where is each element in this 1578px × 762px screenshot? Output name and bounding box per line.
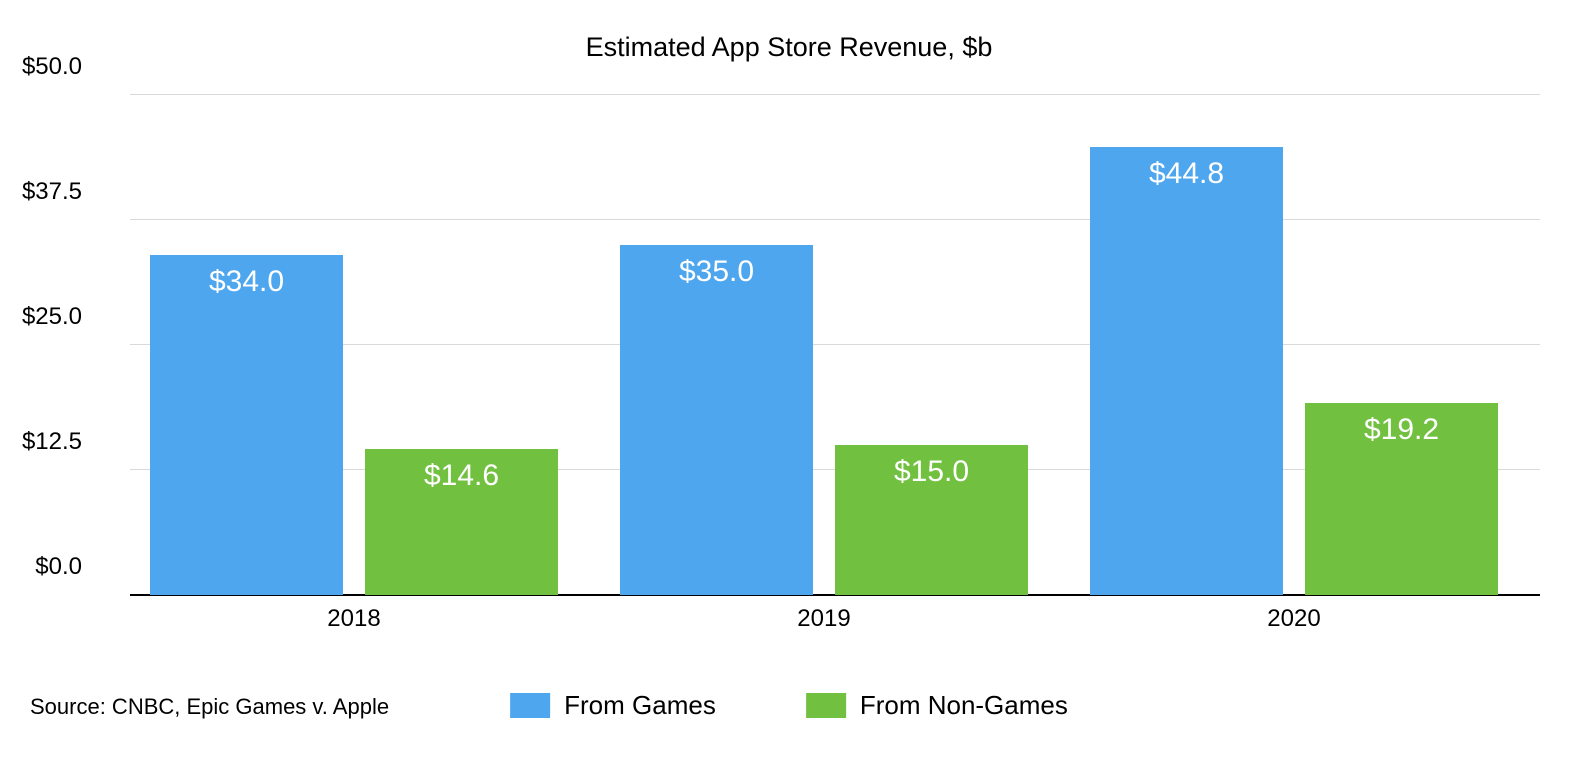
bar-value-label: $35.0 (620, 255, 813, 289)
x-tick-label: 2019 (797, 605, 850, 633)
y-tick-label: $37.5 (0, 178, 82, 206)
legend-item-nongames: From Non-Games (806, 690, 1068, 721)
legend-swatch (806, 693, 846, 718)
chart-title: Estimated App Store Revenue, $b (0, 32, 1578, 63)
plot-area: $0.0 $12.5 $25.0 $37.5 $50.0 $34.0 $14.6… (130, 95, 1540, 595)
x-tick-label: 2020 (1267, 605, 1320, 633)
bar-value-label: $14.6 (365, 459, 558, 493)
bar-value-label: $34.0 (150, 265, 343, 299)
y-tick-label: $0.0 (0, 553, 82, 581)
bar-nongames-2018: $14.6 (365, 449, 558, 595)
legend-label: From Games (564, 690, 716, 721)
legend-item-games: From Games (510, 690, 716, 721)
bar-group-2018: $34.0 $14.6 (150, 95, 558, 595)
bar-value-label: $15.0 (835, 455, 1028, 489)
bar-games-2020: $44.8 (1090, 147, 1283, 595)
bar-group-2019: $35.0 $15.0 (620, 95, 1028, 595)
y-tick-label: $25.0 (0, 303, 82, 331)
chart-footer: Source: CNBC, Epic Games v. Apple From G… (0, 690, 1578, 730)
revenue-chart: Estimated App Store Revenue, $b $0.0 $12… (0, 0, 1578, 762)
legend-swatch (510, 693, 550, 718)
y-tick-label: $50.0 (0, 53, 82, 81)
source-text: Source: CNBC, Epic Games v. Apple (30, 694, 389, 720)
bar-value-label: $44.8 (1090, 157, 1283, 191)
bar-games-2019: $35.0 (620, 245, 813, 595)
y-tick-label: $12.5 (0, 428, 82, 456)
legend-label: From Non-Games (860, 690, 1068, 721)
x-tick-label: 2018 (327, 605, 380, 633)
legend: From Games From Non-Games (510, 690, 1068, 721)
bar-nongames-2019: $15.0 (835, 445, 1028, 595)
bar-nongames-2020: $19.2 (1305, 403, 1498, 595)
bar-value-label: $19.2 (1305, 413, 1498, 447)
bar-games-2018: $34.0 (150, 255, 343, 595)
bar-group-2020: $44.8 $19.2 (1090, 95, 1498, 595)
